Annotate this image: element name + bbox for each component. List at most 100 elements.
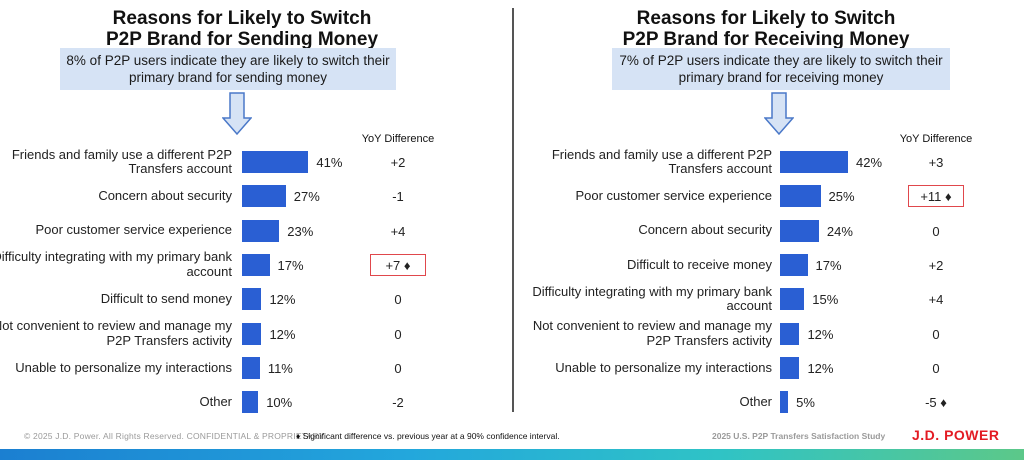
value-label: 12%	[807, 360, 834, 376]
yoy-value: +4	[390, 223, 406, 239]
down-arrow-icon	[764, 92, 794, 136]
yoy-value: +11 ♦	[920, 189, 952, 205]
bar-row: Friends and family use a different P2P T…	[520, 147, 1020, 177]
callout-box: 8% of P2P users indicate they are likely…	[60, 48, 396, 90]
jd-power-logo: J.D. POWER	[912, 427, 1000, 443]
bar-row: Unable to personalize my interactions 11%…	[0, 353, 500, 383]
bar-row: Poor customer service experience 25% +11 ♦	[520, 181, 1020, 211]
callout-box: 7% of P2P users indicate they are likely…	[612, 48, 950, 90]
chart-title: Reasons for Likely to Switch P2P Brand fo…	[516, 8, 1016, 50]
down-arrow-icon	[222, 92, 252, 136]
bar-row: Poor customer service experience 23% +4	[0, 216, 500, 246]
value-label: 15%	[812, 292, 839, 308]
chart-panel-receiving: Reasons for Likely to Switch P2P Brand fo…	[520, 0, 1020, 420]
yoy-highlight-box	[370, 253, 426, 276]
yoy-value: +7 ♦	[385, 257, 411, 273]
yoy-value: 0	[932, 223, 940, 239]
value-label: 17%	[815, 257, 842, 273]
bar-row: Friends and family use a different P2P T…	[0, 147, 500, 177]
category-label: Difficulty integrating with my primary b…	[0, 249, 232, 279]
chart-title-line: Reasons for Likely to Switch	[636, 8, 896, 29]
value-label: 12%	[269, 326, 296, 342]
bar	[780, 356, 800, 379]
copyright-text: © 2025 J.D. Power. All Rights Reserved. …	[24, 431, 325, 441]
yoy-value: -2	[392, 395, 404, 411]
bar	[780, 288, 805, 311]
bar-row: Other 5% -5 ♦	[520, 387, 1020, 417]
bar	[242, 322, 262, 345]
bar	[242, 253, 270, 276]
value-label: 12%	[269, 292, 296, 308]
category-label: Difficulty integrating with my primary b…	[532, 283, 772, 314]
category-label: Difficult to send money	[100, 290, 232, 306]
chart-title-line: P2P Brand for Sending Money	[105, 29, 379, 50]
yoy-value: -1	[392, 189, 404, 205]
bar	[780, 185, 821, 208]
bar	[780, 391, 789, 414]
value-label: 10%	[266, 395, 293, 411]
category-label: Unable to personalize my interactions	[15, 359, 232, 375]
value-label: 25%	[828, 189, 855, 205]
bar-row: Difficulty integrating with my primary b…	[520, 284, 1020, 314]
bar-row: Difficult to receive money 17% +2	[520, 250, 1020, 280]
category-label: Difficult to receive money	[627, 256, 772, 272]
bar	[242, 288, 262, 311]
bar	[780, 253, 808, 276]
bar-row: Not convenient to review and manage my P…	[520, 318, 1020, 349]
study-name: 2025 U.S. P2P Transfers Satisfaction Stu…	[712, 431, 886, 441]
value-label: 41%	[316, 155, 343, 170]
bar	[242, 391, 259, 414]
category-label: Concern about security	[98, 188, 232, 204]
category-label: Concern about security	[638, 222, 772, 238]
yoy-value: 0	[394, 292, 402, 308]
yoy-value: +4	[928, 292, 944, 308]
chart-title-line: P2P Brand for Receiving Money	[622, 29, 910, 50]
yoy-value: 0	[932, 360, 940, 376]
category-label: Friends and family use a different P2P T…	[551, 146, 772, 176]
yoy-value: 0	[932, 326, 940, 342]
yoy-value: +3	[928, 155, 944, 170]
yoy-value: +2	[390, 155, 406, 170]
value-label: 24%	[826, 223, 853, 239]
bar	[242, 151, 309, 173]
yoy-header: YoY Difference	[899, 133, 973, 145]
bar-row: Concern about security 24% 0	[520, 216, 1020, 246]
category-label: Not convenient to review and manage my P…	[0, 318, 232, 348]
category-label: Other	[739, 393, 772, 409]
footer-stripe	[0, 449, 1024, 460]
chart-panel-sending: Reasons for Likely to Switch P2P Brand fo…	[0, 0, 500, 420]
bar	[242, 185, 286, 208]
yoy-header: YoY Difference	[361, 133, 435, 145]
bar	[780, 322, 800, 345]
yoy-value: 0	[394, 326, 402, 342]
bar-row: Concern about security 27% -1	[0, 181, 500, 211]
value-label: 17%	[277, 257, 304, 273]
category-label: Unable to personalize my interactions	[555, 359, 772, 375]
value-label: 11%	[267, 360, 293, 376]
value-label: 27%	[293, 189, 320, 205]
bar	[780, 151, 849, 173]
yoy-value: -5 ♦	[925, 395, 947, 411]
category-label: Friends and family use a different P2P T…	[11, 146, 232, 176]
bar-row: Unable to personalize my interactions 12%…	[520, 353, 1020, 383]
bar-row: Difficulty integrating with my primary b…	[0, 250, 500, 280]
bar	[780, 219, 819, 242]
category-label: Poor customer service experience	[35, 222, 232, 238]
bar	[242, 356, 260, 379]
value-label: 12%	[807, 326, 834, 342]
bar-row: Not convenient to review and manage my P…	[0, 318, 500, 349]
category-label: Other	[199, 393, 232, 409]
yoy-value: +2	[928, 257, 944, 273]
yoy-value: 0	[394, 360, 402, 376]
yoy-highlight-box	[908, 185, 964, 208]
value-label: 5%	[796, 395, 815, 411]
chart-title: Reasons for Likely to Switch P2P Brand fo…	[0, 8, 492, 50]
bar-row: Difficult to send money 12% 0	[0, 284, 500, 314]
category-label: Not convenient to review and manage my P…	[532, 318, 772, 348]
bar-row: Other 10% -2	[0, 387, 500, 417]
significance-note: ♦ Significant difference vs. previous ye…	[296, 431, 560, 441]
panel-divider	[512, 8, 514, 412]
value-label: 42%	[856, 155, 883, 170]
chart-title-line: Reasons for Likely to Switch	[112, 8, 372, 29]
category-label: Poor customer service experience	[575, 188, 772, 204]
